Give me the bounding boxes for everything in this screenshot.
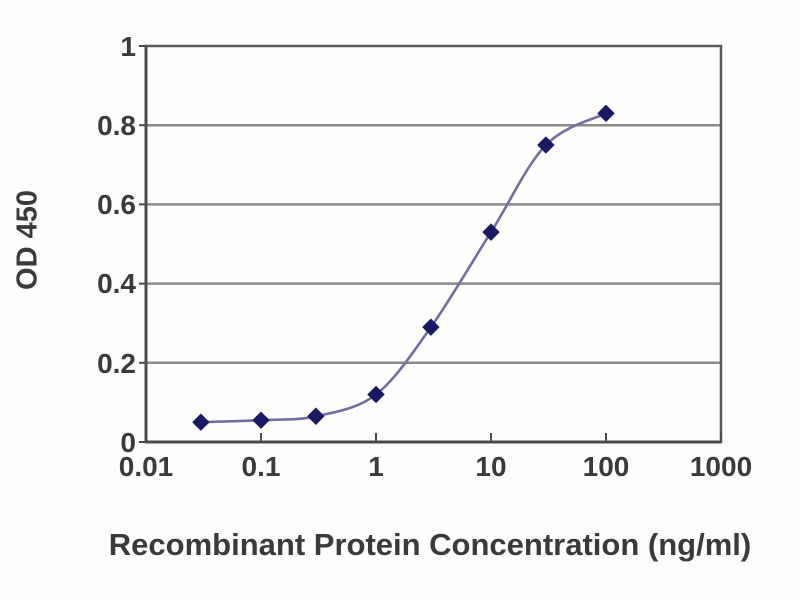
y-axis-title: OD 450	[11, 190, 44, 290]
data-point-marker	[537, 136, 555, 154]
data-point-marker	[252, 411, 270, 429]
data-point-marker	[482, 223, 500, 241]
y-axis-tick-label: 0.2	[97, 348, 136, 379]
plot-frame	[144, 44, 723, 444]
y-axis-tick-label: 0.4	[97, 268, 136, 299]
data-point-marker	[367, 385, 385, 404]
y-axis-tick-label: 1	[120, 31, 136, 62]
series-line	[200, 112, 607, 424]
y-axis-tick-label: 0.6	[97, 189, 136, 220]
x-axis-tick-label: 1	[368, 451, 384, 482]
x-axis-tick-label: 1000	[689, 451, 753, 482]
x-axis-tick-label: 0.1	[241, 451, 281, 482]
data-point-marker	[192, 413, 210, 431]
data-point-marker	[422, 318, 440, 336]
x-axis-tick-label: 100	[582, 451, 630, 482]
y-axis-tick-label: 0	[120, 427, 136, 458]
y-axis-tick-label: 0.8	[97, 110, 136, 141]
x-axis-tick-label: 0.01	[118, 451, 174, 482]
x-axis-title: Recombinant Protein Concentration (ng/ml…	[108, 527, 752, 562]
x-axis-tick-label: 10	[475, 451, 507, 482]
data-point-marker	[307, 407, 325, 425]
data-point-marker	[597, 104, 615, 123]
